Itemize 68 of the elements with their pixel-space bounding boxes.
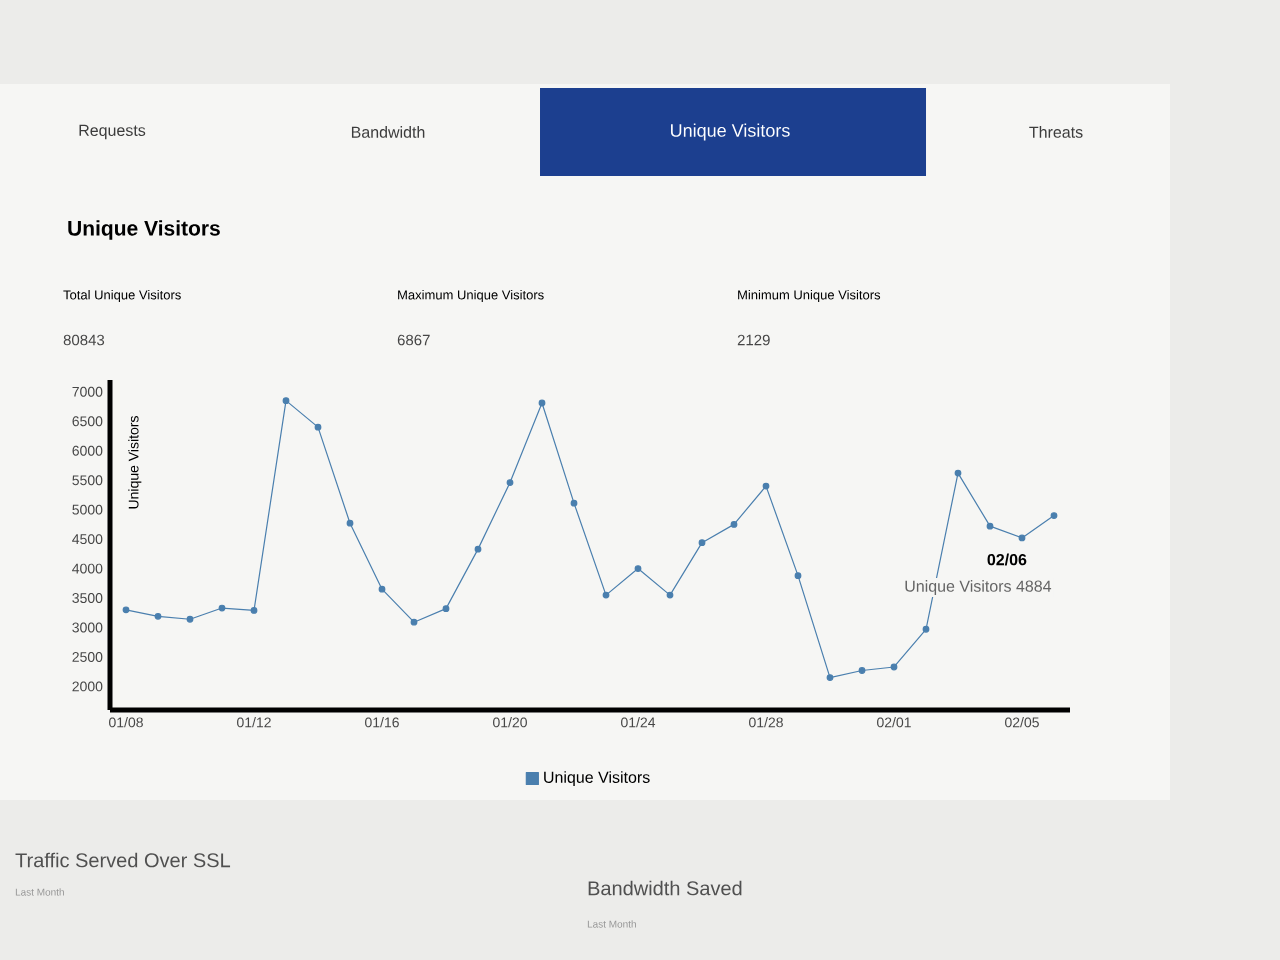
chart-title: Unique Visitors bbox=[68, 220, 220, 240]
point bbox=[442, 605, 450, 613]
text: Requests bbox=[79, 124, 146, 140]
y-tick-label: 6500 bbox=[72, 416, 103, 427]
point bbox=[250, 607, 258, 614]
x-tick-label: 01/08 bbox=[109, 717, 143, 728]
point bbox=[314, 423, 322, 431]
point bbox=[122, 606, 130, 614]
text: Traffic Served Over SSL bbox=[15, 852, 231, 868]
text: Total Unique Visitors bbox=[63, 289, 181, 303]
x-tick-label: 01/12 bbox=[237, 717, 271, 728]
x-tick-label: 02/05 bbox=[1005, 717, 1039, 728]
point bbox=[858, 667, 866, 674]
point bbox=[218, 604, 226, 612]
x-tick-label: 01/24 bbox=[621, 717, 656, 728]
x-tick-label: 01/20 bbox=[493, 717, 527, 728]
x-tick-label: 01/28 bbox=[749, 717, 783, 728]
point bbox=[282, 397, 290, 405]
point bbox=[1050, 512, 1058, 519]
text: Bandwidth Saved bbox=[588, 880, 742, 896]
point bbox=[570, 499, 578, 507]
y-tick-label: 7000 bbox=[72, 386, 103, 397]
point bbox=[506, 479, 514, 486]
text: Bandwidth bbox=[351, 126, 425, 138]
point bbox=[698, 539, 706, 547]
text: Threats bbox=[1029, 126, 1083, 138]
y-axis-title: Unique Visitors bbox=[128, 416, 142, 509]
point bbox=[346, 519, 354, 527]
point bbox=[186, 615, 194, 623]
text: Minimum Unique Visitors bbox=[738, 289, 881, 303]
y-tick-label: 2500 bbox=[72, 652, 103, 662]
point bbox=[602, 591, 610, 599]
point bbox=[666, 591, 674, 599]
point bbox=[826, 674, 834, 681]
point bbox=[538, 399, 546, 407]
point bbox=[794, 572, 802, 580]
y-tick-label: 4000 bbox=[72, 563, 103, 574]
point bbox=[154, 612, 162, 620]
point bbox=[954, 469, 962, 477]
text: Last Month bbox=[587, 920, 636, 928]
point bbox=[986, 522, 994, 530]
legend-label: Unique Visitors bbox=[544, 771, 650, 787]
text: 80843 bbox=[63, 334, 105, 346]
point bbox=[762, 482, 770, 490]
point bbox=[922, 625, 930, 633]
y-tick-label: 5000 bbox=[72, 504, 103, 515]
text: 6867 bbox=[397, 334, 430, 346]
point bbox=[634, 565, 642, 572]
annotation: Unique Visitors 4884 bbox=[905, 580, 1052, 595]
point bbox=[890, 663, 898, 671]
text: 2129 bbox=[737, 334, 770, 346]
point bbox=[730, 520, 738, 528]
x-tick-label: 01/16 bbox=[365, 717, 399, 728]
y-tick-label: 3500 bbox=[72, 593, 103, 603]
y-tick-label: 4500 bbox=[72, 534, 103, 545]
annotation: 02/06 bbox=[987, 553, 1027, 566]
y-tick-label: 2000 bbox=[72, 681, 103, 692]
y-tick-label: 3000 bbox=[72, 622, 103, 633]
text: Unique Visitors bbox=[671, 123, 790, 141]
text: Maximum Unique Visitors bbox=[398, 289, 544, 303]
x-tick-label: 02/01 bbox=[877, 717, 911, 728]
point bbox=[1018, 534, 1026, 542]
point bbox=[378, 585, 386, 593]
point bbox=[474, 545, 482, 553]
text: Last Month bbox=[15, 888, 64, 896]
y-tick-label: 6000 bbox=[72, 445, 103, 456]
y-tick-label: 5500 bbox=[72, 475, 103, 486]
point bbox=[410, 618, 418, 626]
